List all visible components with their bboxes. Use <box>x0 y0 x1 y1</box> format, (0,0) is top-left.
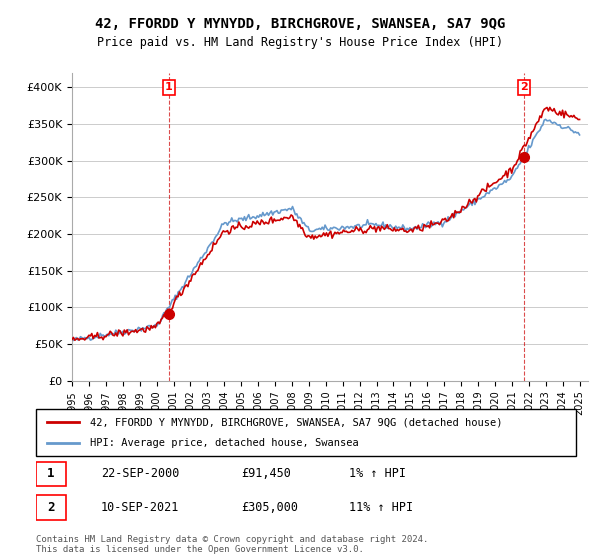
Text: Price paid vs. HM Land Registry's House Price Index (HPI): Price paid vs. HM Land Registry's House … <box>97 36 503 49</box>
Text: 42, FFORDD Y MYNYDD, BIRCHGROVE, SWANSEA, SA7 9QG: 42, FFORDD Y MYNYDD, BIRCHGROVE, SWANSEA… <box>95 17 505 31</box>
Text: Contains HM Land Registry data © Crown copyright and database right 2024.
This d: Contains HM Land Registry data © Crown c… <box>36 535 428 554</box>
Text: 22-SEP-2000: 22-SEP-2000 <box>101 468 179 480</box>
Text: 42, FFORDD Y MYNYDD, BIRCHGROVE, SWANSEA, SA7 9QG (detached house): 42, FFORDD Y MYNYDD, BIRCHGROVE, SWANSEA… <box>90 417 503 427</box>
FancyBboxPatch shape <box>36 496 66 520</box>
Text: 1: 1 <box>47 468 55 480</box>
FancyBboxPatch shape <box>36 409 576 456</box>
Text: 1: 1 <box>165 82 173 92</box>
Text: 10-SEP-2021: 10-SEP-2021 <box>101 501 179 514</box>
Text: HPI: Average price, detached house, Swansea: HPI: Average price, detached house, Swan… <box>90 438 359 448</box>
Text: 2: 2 <box>520 82 527 92</box>
FancyBboxPatch shape <box>36 462 66 486</box>
Text: 11% ↑ HPI: 11% ↑ HPI <box>349 501 413 514</box>
Text: 2: 2 <box>47 501 55 514</box>
Text: £305,000: £305,000 <box>241 501 298 514</box>
Text: £91,450: £91,450 <box>241 468 291 480</box>
Text: 1% ↑ HPI: 1% ↑ HPI <box>349 468 406 480</box>
